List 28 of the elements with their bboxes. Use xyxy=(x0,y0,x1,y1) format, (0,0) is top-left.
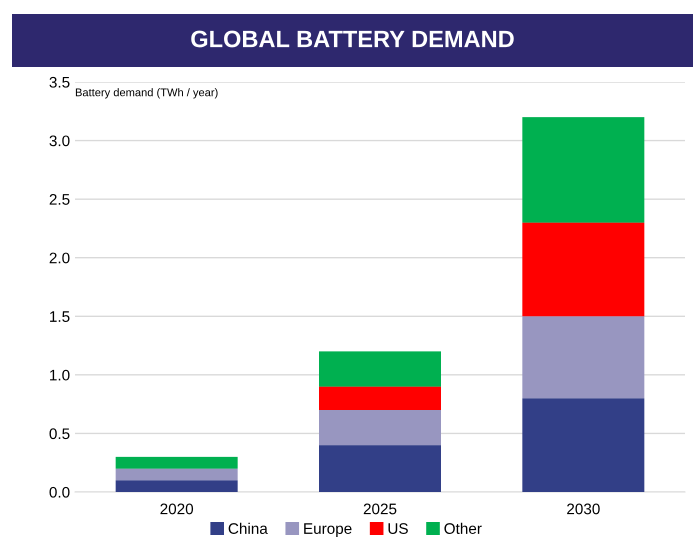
y-axis-title: Battery demand (TWh / year) xyxy=(76,88,218,99)
bar xyxy=(522,398,644,492)
y-tick-label: 0.0 xyxy=(50,486,70,498)
y-tick-label: 1.5 xyxy=(50,311,70,322)
bar xyxy=(319,445,441,492)
x-tick-label: 2025 xyxy=(364,504,396,514)
bar xyxy=(522,222,644,316)
y-tick-label: 2.0 xyxy=(50,252,70,264)
bar xyxy=(116,456,238,469)
legend-label: China xyxy=(228,522,268,534)
bar xyxy=(116,468,238,480)
legend-label: US xyxy=(388,523,408,534)
legend-label: Europe xyxy=(304,523,352,537)
x-tick-label: 2030 xyxy=(567,504,600,514)
legend-label: Other xyxy=(444,522,482,534)
y-tick-label: 1.0 xyxy=(50,370,70,381)
y-tick-label: 3.0 xyxy=(49,135,70,146)
bar xyxy=(522,316,644,398)
bar xyxy=(319,386,441,410)
x-tick-label: 2020 xyxy=(160,504,194,514)
bar xyxy=(319,351,441,387)
y-tick-label: 0.5 xyxy=(50,428,70,440)
chart-title: GLOBAL BATTERY DEMAND xyxy=(191,30,514,48)
bar xyxy=(522,117,644,223)
y-tick-label: 3.5 xyxy=(49,76,70,88)
y-tick-label: 2.5 xyxy=(50,194,70,205)
bar xyxy=(319,410,441,446)
bar xyxy=(116,480,238,492)
